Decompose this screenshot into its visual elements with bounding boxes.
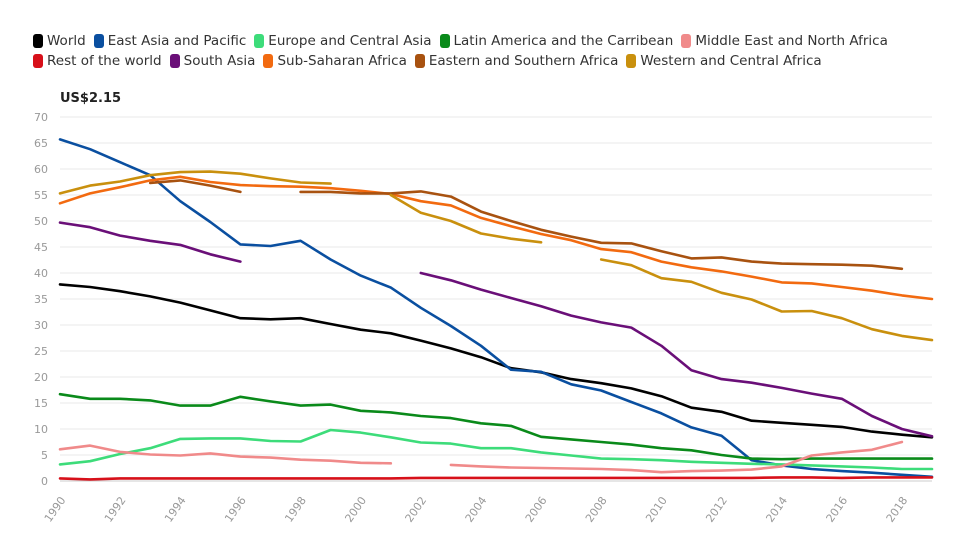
legend: World East Asia and Pacific Europe and Cen… xyxy=(33,31,933,71)
legend-label: Western and Central Africa xyxy=(640,53,822,69)
legend-item[interactable]: Eastern and Southern Africa xyxy=(414,51,619,71)
x-tick-label: 2000 xyxy=(342,494,369,524)
series-line-latin-america-and-the-carribean xyxy=(58,392,934,461)
legend-swatch xyxy=(263,54,274,68)
x-tick-label: 2008 xyxy=(583,494,610,524)
y-tick-label: 15 xyxy=(34,397,48,410)
legend-swatch xyxy=(254,34,265,48)
legend-row: World East Asia and Pacific Europe and Cen… xyxy=(33,31,933,51)
y-tick-label: 55 xyxy=(34,189,48,202)
legend-item[interactable]: East Asia and Pacific xyxy=(93,31,247,51)
y-tick-label: 35 xyxy=(34,293,48,306)
legend-label: Eastern and Southern Africa xyxy=(428,53,619,69)
x-tick-label: 2002 xyxy=(403,494,430,524)
legend-label: World xyxy=(47,33,86,49)
legend-label: Middle East and North Africa xyxy=(695,33,888,49)
legend-item[interactable]: South Asia xyxy=(169,51,256,71)
y-tick-label: 45 xyxy=(34,241,48,254)
legend-label: Sub-Saharan Africa xyxy=(277,53,407,69)
legend-swatch xyxy=(414,54,425,68)
legend-swatch xyxy=(439,34,450,48)
y-tick-label: 25 xyxy=(34,345,48,358)
series-line-middle-east-and-north-africa xyxy=(58,440,904,474)
legend-swatch xyxy=(93,34,104,48)
y-tick-label: 50 xyxy=(34,215,48,228)
x-tick-label: 2010 xyxy=(643,494,670,524)
x-tick-label: 2016 xyxy=(824,494,851,524)
x-tick-label: 2012 xyxy=(703,494,730,524)
x-tick-label: 1998 xyxy=(282,494,309,524)
y-tick-label: 70 xyxy=(34,111,48,124)
legend-label: Latin America and the Carribean xyxy=(453,33,674,49)
y-tick-label: 10 xyxy=(34,423,48,436)
legend-item[interactable]: World xyxy=(33,31,86,51)
x-tick-label: 2018 xyxy=(884,494,911,524)
y-tick-label: 20 xyxy=(34,371,48,384)
legend-swatch xyxy=(169,54,180,68)
y-axis-unit-label: US$2.15 xyxy=(60,91,122,106)
x-tick-label: 1990 xyxy=(42,494,69,524)
legend-label: Europe and Central Asia xyxy=(268,33,432,49)
series-line-east-asia-and-pacific xyxy=(58,138,934,479)
y-tick-label: 40 xyxy=(34,267,48,280)
legend-item[interactable]: Middle East and North Africa xyxy=(681,31,888,51)
x-tick-label: 2014 xyxy=(763,494,790,524)
series-line-western-and-central-africa xyxy=(58,170,934,342)
series-line-sub-saharan-africa xyxy=(58,175,934,301)
x-tick-label: 1994 xyxy=(162,494,189,524)
x-tick-label: 2004 xyxy=(463,494,490,524)
legend-item[interactable]: Western and Central Africa xyxy=(626,51,822,71)
series-line-world xyxy=(58,283,934,439)
legend-swatch xyxy=(681,34,692,48)
legend-row: Rest of the world South Asia Sub-Saharan A… xyxy=(33,51,933,71)
x-tick-label: 2006 xyxy=(523,494,550,524)
y-tick-label: 5 xyxy=(41,449,48,462)
legend-item[interactable]: Rest of the world xyxy=(33,51,162,71)
y-tick-label: 65 xyxy=(34,137,48,150)
x-tick-label: 1996 xyxy=(222,494,249,524)
series-line-south-asia xyxy=(58,221,934,438)
series-line-europe-and-central-asia xyxy=(58,428,934,471)
series-line-eastern-and-southern-africa xyxy=(148,179,904,271)
legend-swatch xyxy=(33,34,43,48)
legend-item[interactable]: Europe and Central Asia xyxy=(254,31,432,51)
legend-item[interactable]: Latin America and the Carribean xyxy=(439,31,674,51)
series-line-rest-of-the-world xyxy=(58,476,934,481)
legend-item[interactable]: Sub-Saharan Africa xyxy=(263,51,407,71)
y-tick-label: 30 xyxy=(34,319,48,332)
legend-swatch xyxy=(626,54,637,68)
legend-label: Rest of the world xyxy=(47,53,162,69)
x-tick-label: 1992 xyxy=(102,494,129,524)
y-tick-label: 60 xyxy=(34,163,48,176)
legend-label: South Asia xyxy=(183,53,256,69)
y-tick-label: 0 xyxy=(41,475,48,488)
legend-swatch xyxy=(33,54,43,68)
legend-label: East Asia and Pacific xyxy=(107,33,247,49)
